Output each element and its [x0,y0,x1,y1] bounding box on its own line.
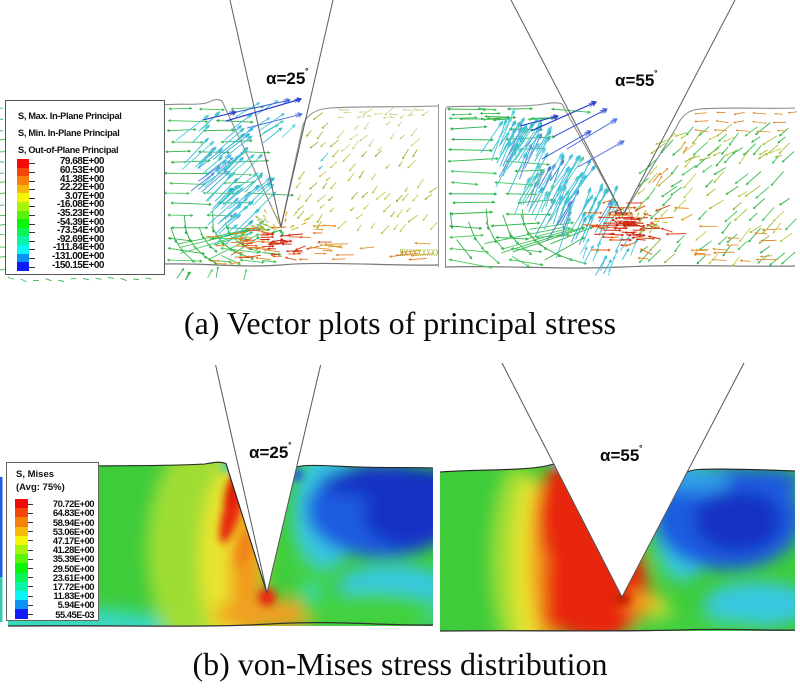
svg-text:α=55˚: α=55˚ [600,445,643,465]
svg-text:α=25˚: α=25˚ [266,68,309,88]
svg-text:α=55˚: α=55˚ [615,70,658,90]
svg-text:α=25˚: α=25˚ [249,442,292,462]
